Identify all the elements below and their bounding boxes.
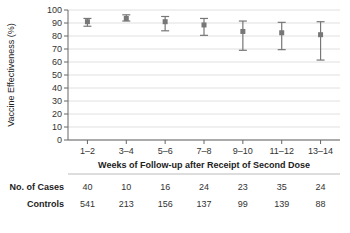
y-tick <box>64 62 68 63</box>
grid-line <box>68 114 340 115</box>
error-bar <box>317 22 325 60</box>
y-tick-label: 40 <box>52 83 62 93</box>
y-tick-label: 20 <box>52 109 62 119</box>
table-cell: 99 <box>238 199 248 209</box>
error-bar-stem <box>242 21 243 50</box>
y-tick <box>64 49 68 50</box>
y-tick-label: 30 <box>52 96 62 106</box>
grid-line <box>68 36 340 37</box>
y-tick <box>64 75 68 76</box>
point <box>202 22 207 27</box>
error-bar-cap <box>161 16 169 17</box>
grid-line <box>68 127 340 128</box>
y-tick-label: 70 <box>52 44 62 54</box>
point <box>85 19 90 24</box>
x-tick-label: 7–8 <box>196 146 211 156</box>
error-bar-cap <box>200 18 208 19</box>
data <box>83 15 324 60</box>
y-tick <box>64 140 68 141</box>
y-axis <box>68 10 69 140</box>
table-cell: 23 <box>238 182 248 192</box>
x-tick-label: 5–6 <box>158 146 173 156</box>
x-tick <box>320 140 321 144</box>
error-bar-cap <box>317 21 325 22</box>
x-tick <box>242 140 243 144</box>
table-cell: 35 <box>277 182 287 192</box>
error-bar <box>200 18 208 35</box>
y-tick <box>64 23 68 24</box>
table-cell: 139 <box>274 199 289 209</box>
table-cell: 16 <box>160 182 170 192</box>
x-tick-label: 13–14 <box>308 146 333 156</box>
x-tick <box>126 140 127 144</box>
x-tick <box>204 140 205 144</box>
x-tick <box>87 140 88 144</box>
table-cell: 10 <box>121 182 131 192</box>
table-cell: 213 <box>119 199 134 209</box>
x-tick <box>165 140 166 144</box>
x-axis-title: Weeks of Follow-up after Receipt of Seco… <box>98 160 310 170</box>
table-cell: 24 <box>199 182 209 192</box>
y-tick <box>64 36 68 37</box>
error-bar-cap <box>317 59 325 60</box>
table-cell: 88 <box>316 199 326 209</box>
y-tick-label: 100 <box>47 5 62 15</box>
error-bar <box>278 22 286 49</box>
table-row-label: Controls <box>27 199 64 209</box>
table-row-label: No. of Cases <box>9 182 64 192</box>
x-tick-label: 11–12 <box>270 146 294 156</box>
error-bar-cap <box>83 26 91 27</box>
error-bar-cap <box>278 49 286 50</box>
x-tick-label: 3–4 <box>119 146 134 156</box>
point <box>163 19 168 24</box>
error-bar-cap <box>200 35 208 36</box>
error-bar <box>83 18 91 26</box>
table-cell: 24 <box>316 182 326 192</box>
error-bar-cap <box>83 18 91 19</box>
error-bar-cap <box>278 22 286 23</box>
error-bar <box>161 17 169 31</box>
point <box>124 16 129 21</box>
grid-line <box>68 75 340 76</box>
error-bar <box>122 15 130 21</box>
grid-line <box>68 10 340 11</box>
chart: 0 10 20 30 40 50 60 70 80 90 100 1–2 3–4 5–6 7–8 9–10 11… <box>0 0 350 233</box>
y-tick <box>64 127 68 128</box>
y-tick-label: 0 <box>57 135 62 145</box>
error-bar-stem <box>281 22 282 49</box>
y-tick <box>64 114 68 115</box>
y-tick <box>64 88 68 89</box>
point <box>279 30 284 35</box>
grid-line <box>68 88 340 89</box>
table-cell: 156 <box>158 199 173 209</box>
table-cell: 541 <box>80 199 95 209</box>
y-tick <box>64 101 68 102</box>
table-cell: 137 <box>196 199 211 209</box>
error-bar-cap <box>239 20 247 21</box>
grid-line <box>68 49 340 50</box>
error-bar-stem <box>320 22 321 60</box>
x-tick-label: 1–2 <box>80 146 95 156</box>
y-axis-title: Vaccine Effectiveness (%) <box>6 23 16 127</box>
grid <box>68 10 340 140</box>
y-tick-label: 90 <box>52 18 62 28</box>
error-bar-cap <box>122 14 130 15</box>
y-tick-label: 60 <box>52 57 62 67</box>
y-tick-label: 10 <box>52 122 62 132</box>
y-tick-label: 80 <box>52 31 62 41</box>
table-separator <box>68 174 340 175</box>
y-tick-label: 50 <box>52 70 62 80</box>
table-cell: 40 <box>82 182 92 192</box>
error-bar <box>239 21 247 50</box>
x-tick <box>281 140 282 144</box>
point <box>318 32 323 37</box>
point <box>240 29 245 34</box>
x-tick-label: 9–10 <box>233 146 253 156</box>
error-bar-cap <box>239 50 247 51</box>
error-bar-cap <box>161 30 169 31</box>
grid-line <box>68 62 340 63</box>
y-tick <box>64 10 68 11</box>
grid-line <box>68 101 340 102</box>
